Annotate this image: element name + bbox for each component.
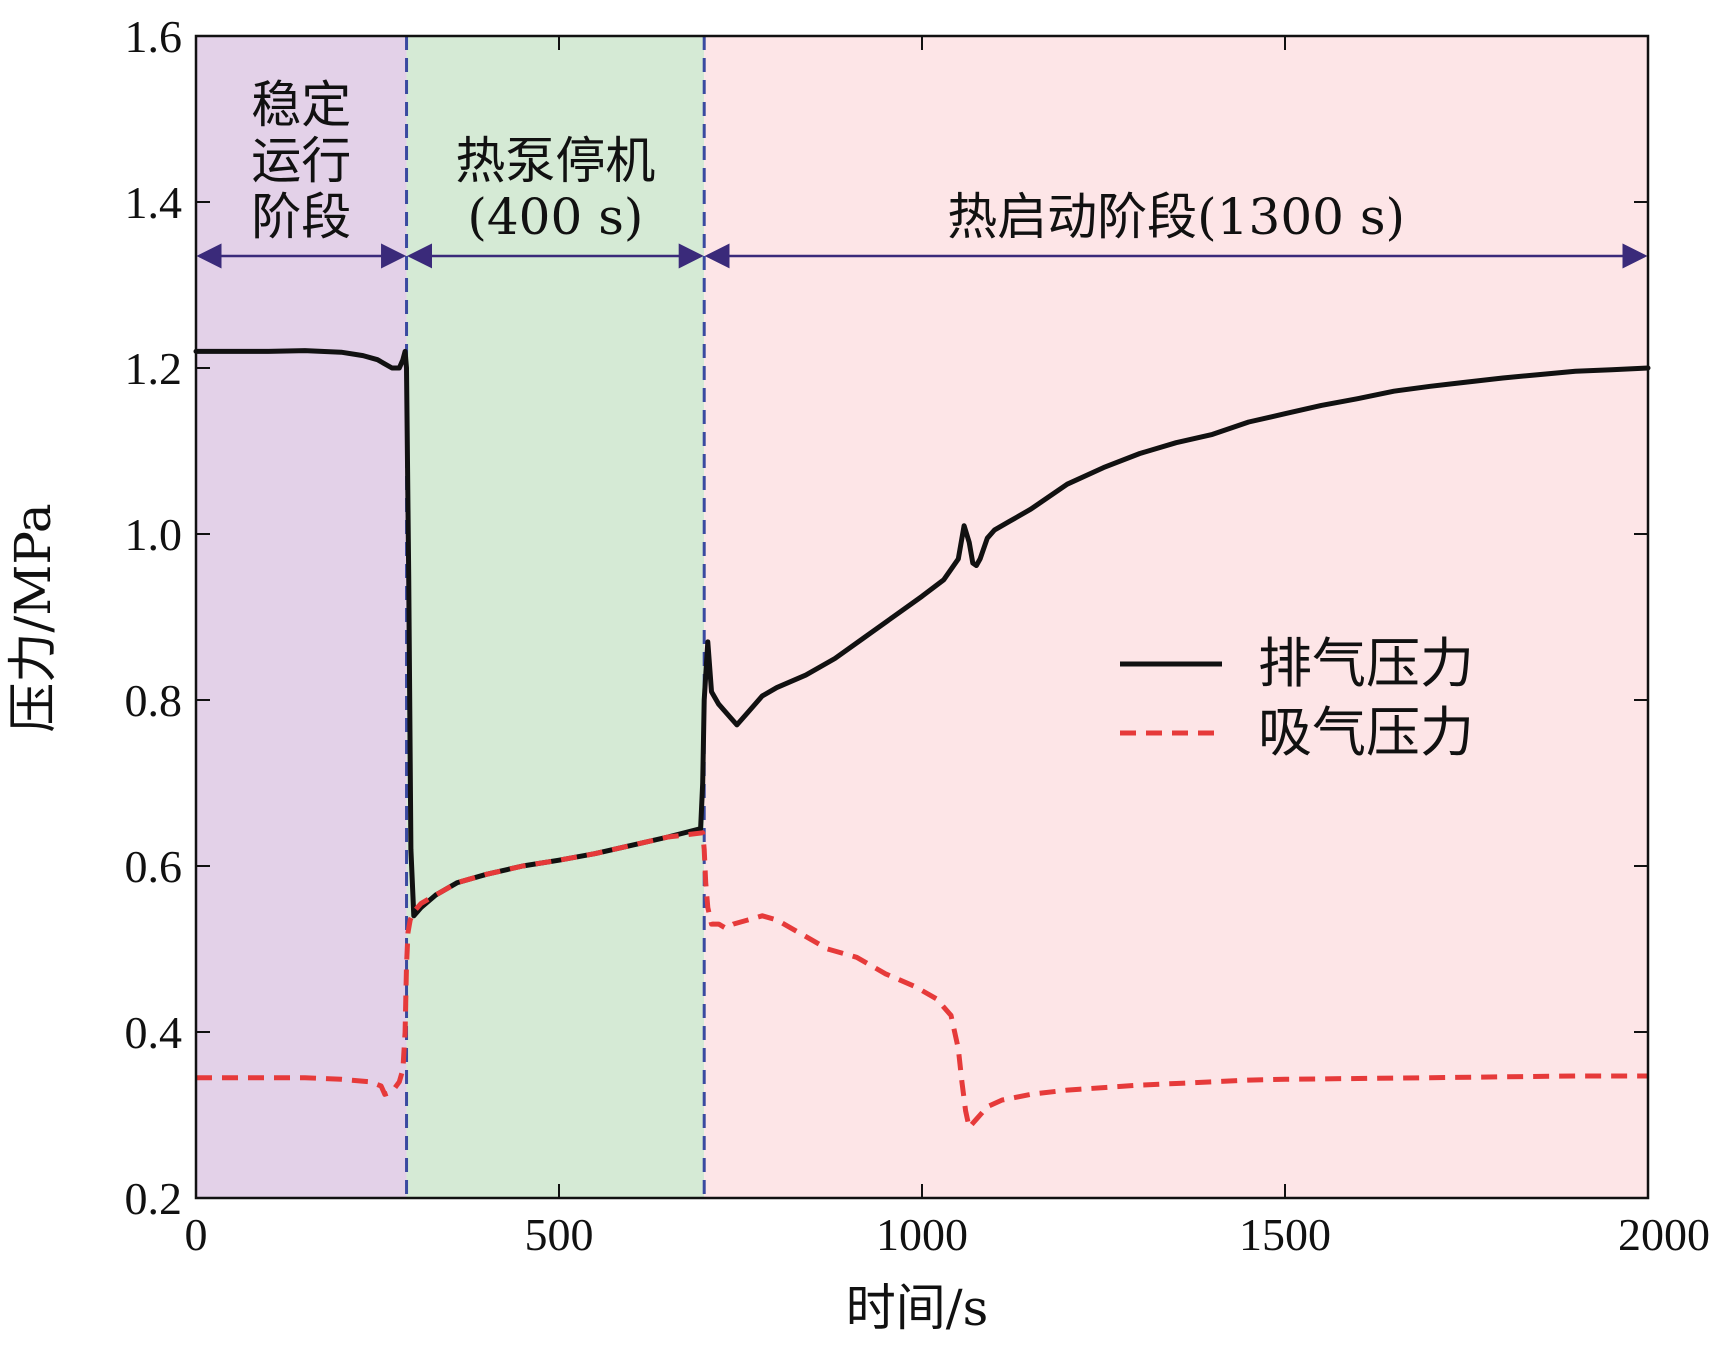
region-label-stable-1: 稳定 [251,76,351,134]
y-tick-label-8: 1.6 [125,11,183,62]
region-label-hotstart-1: 热启动阶段(1300 s) [947,188,1405,246]
region-shutdown [406,36,705,1198]
y-tick-label-2: 0.4 [125,1007,183,1058]
series-line-1 [193,348,1651,919]
region-label-shutdown-2: (400 s) [467,188,643,246]
legend-label-2: 吸气压力 [1258,701,1474,764]
x-tick-label-1: 0 [185,1209,208,1260]
y-tick-label-3: 0.6 [125,841,183,892]
phase-regions [196,36,1648,1198]
x-tick-label-2: 500 [525,1209,594,1260]
region-label-stable-2: 运行 [251,132,351,190]
y-tick-label-7: 1.4 [125,177,183,228]
x-tick-label-5: 2000 [1618,1209,1710,1260]
series-line-2 [196,830,1648,1130]
axis-ticks: 0 500 1000 1500 2000 0.2 0.4 0.6 0.8 1.0 1.2 1.4 1.6 [125,11,1711,1260]
series-lines [193,348,1651,1130]
region-stable [196,36,407,1198]
y-axis-title: 压力/MPa [4,503,62,732]
x-tick-label-4: 1500 [1239,1209,1331,1260]
x-tick-label-3: 1000 [876,1209,968,1260]
y-tick-label-5: 1.0 [125,509,183,560]
y-tick-label-1: 0.2 [125,1173,183,1224]
legend-label-1: 排气压力 [1258,632,1474,695]
x-axis-title: 时间/s [846,1279,989,1337]
region-hotstart [704,36,1648,1198]
region-label-shutdown-1: 热泵停机 [455,132,655,190]
y-tick-label-6: 1.2 [125,343,183,394]
region-label-stable-3: 阶段 [251,188,351,246]
y-tick-label-4: 0.8 [125,675,183,726]
